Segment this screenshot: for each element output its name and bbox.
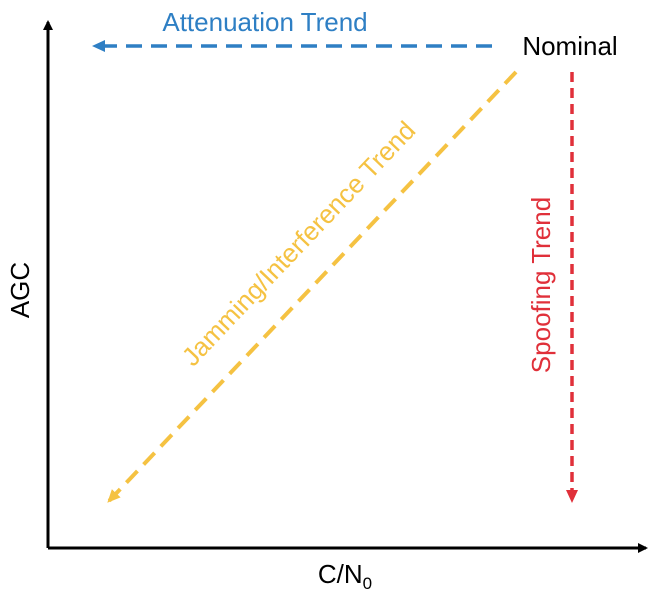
x-axis-label-main: C/N xyxy=(318,559,363,589)
spoofing-label: Spoofing Trend xyxy=(526,197,556,373)
attenuation-label: Attenuation Trend xyxy=(162,7,367,37)
x-axis-label: C/N0 xyxy=(318,559,372,593)
jamming-label: Jamming/Interference Trend xyxy=(176,115,422,372)
jamming-arrow xyxy=(106,70,518,504)
x-axis-label-subscript: 0 xyxy=(363,574,372,593)
y-axis-label: AGC xyxy=(5,262,35,318)
nominal-label: Nominal xyxy=(522,31,617,61)
